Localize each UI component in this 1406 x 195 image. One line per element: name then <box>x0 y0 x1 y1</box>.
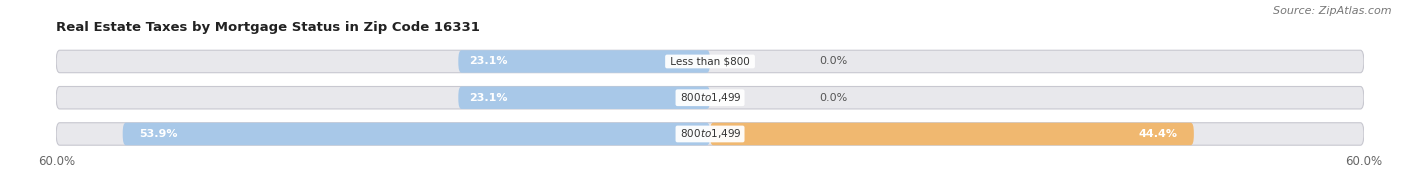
Text: 0.0%: 0.0% <box>818 57 848 66</box>
FancyBboxPatch shape <box>710 123 1194 145</box>
Text: 23.1%: 23.1% <box>470 57 508 66</box>
FancyBboxPatch shape <box>56 123 1364 145</box>
FancyBboxPatch shape <box>122 123 710 145</box>
FancyBboxPatch shape <box>458 50 710 73</box>
Text: Less than $800: Less than $800 <box>666 57 754 66</box>
Text: 53.9%: 53.9% <box>139 129 177 139</box>
FancyBboxPatch shape <box>56 87 1364 109</box>
Text: Source: ZipAtlas.com: Source: ZipAtlas.com <box>1274 6 1392 16</box>
Text: 44.4%: 44.4% <box>1139 129 1177 139</box>
FancyBboxPatch shape <box>56 50 1364 73</box>
Text: Real Estate Taxes by Mortgage Status in Zip Code 16331: Real Estate Taxes by Mortgage Status in … <box>56 21 479 34</box>
Text: $800 to $1,499: $800 to $1,499 <box>678 91 742 104</box>
FancyBboxPatch shape <box>458 87 710 109</box>
Text: 0.0%: 0.0% <box>818 93 848 103</box>
Text: 23.1%: 23.1% <box>470 93 508 103</box>
Text: $800 to $1,499: $800 to $1,499 <box>678 128 742 140</box>
